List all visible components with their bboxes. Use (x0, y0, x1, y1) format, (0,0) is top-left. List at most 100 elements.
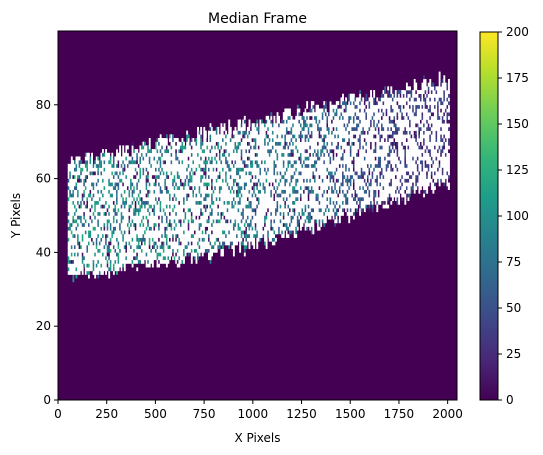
heatmap-cell (191, 256, 193, 260)
heatmap-cell (108, 271, 110, 275)
heatmap-cell (233, 245, 235, 249)
heatmap-cell (191, 260, 193, 264)
heatmap-cell (298, 112, 300, 116)
heatmap-cell (203, 127, 205, 131)
heatmap-cell (275, 234, 277, 238)
heatmap-cell (273, 241, 275, 245)
heatmap-cell (210, 260, 212, 264)
heatmap-cell (230, 127, 232, 131)
heatmap-cell (270, 120, 272, 124)
heatmap-cell (244, 116, 246, 120)
heatmap-cell (182, 138, 184, 142)
heatmap-cell (82, 267, 84, 271)
heatmap-cell (297, 223, 299, 227)
heatmap-cell (244, 249, 246, 253)
heatmap-cell (177, 138, 179, 142)
heatmap-cell (80, 160, 82, 164)
heatmap-cell (172, 134, 174, 138)
heatmap-cell (122, 149, 124, 153)
heatmap-cell (291, 230, 293, 234)
heatmap-cell (277, 112, 279, 116)
heatmap-cell (295, 234, 297, 238)
heatmap-cell (295, 230, 297, 234)
heatmap-cell (185, 252, 187, 256)
heatmap-cell (230, 131, 232, 135)
heatmap-cell (236, 241, 238, 245)
heatmap-cell (278, 116, 280, 120)
heatmap-cell (91, 160, 93, 164)
heatmap-cell (186, 131, 188, 135)
heatmap-cell (124, 263, 126, 267)
heatmap-cell (249, 123, 251, 127)
heatmap-cell (88, 153, 90, 157)
heatmap-cell (116, 271, 118, 275)
heatmap-cell (202, 252, 204, 256)
heatmap-cell (132, 263, 134, 267)
heatmap-cell (297, 105, 299, 109)
heatmap-cell (224, 123, 226, 127)
heatmap-cell (266, 238, 268, 242)
heatmap-cell (244, 123, 246, 127)
heatmap-cell (88, 275, 90, 279)
heatmap-cell (188, 138, 190, 142)
heatmap-cell (149, 138, 151, 142)
heatmap-cell (113, 271, 115, 275)
heatmap-cell (108, 153, 110, 157)
heatmap-cell (217, 127, 219, 131)
heatmap-cell (256, 120, 258, 124)
heatmap-cell (220, 123, 222, 127)
heatmap-cell (239, 249, 241, 253)
heatmap-cell (79, 156, 81, 160)
heatmap-cell (183, 142, 185, 146)
heatmap-cell (291, 116, 293, 120)
heatmap-cell (297, 227, 299, 231)
heatmap-cell (132, 142, 134, 146)
heatmap-cell (259, 238, 261, 242)
heatmap-cell (72, 275, 74, 279)
heatmap-cell (72, 278, 74, 282)
heatmap-cell (166, 263, 168, 267)
heatmap-cell (82, 271, 84, 275)
heatmap-cell (228, 245, 230, 249)
heatmap-cell (132, 145, 134, 149)
heatmap-cell (178, 263, 180, 267)
heatmap-cell (244, 120, 246, 124)
heatmap-cell (275, 238, 277, 242)
heatmap-cell (136, 149, 138, 153)
heatmap-cell (118, 267, 120, 271)
heatmap-cell (102, 271, 104, 275)
heatmap-cell (200, 134, 202, 138)
heatmap-cell (79, 271, 81, 275)
chart-title: Median Frame (208, 11, 307, 27)
heatmap-cell (88, 271, 90, 275)
heatmap-cell (197, 127, 199, 131)
heatmap-cell (91, 156, 93, 160)
heatmap-cell (253, 245, 255, 249)
heatmap-cell (249, 120, 251, 124)
heatmap-cell (183, 256, 185, 260)
heatmap-cell (283, 230, 285, 234)
heatmap-cell (199, 252, 201, 256)
heatmap-cell (228, 120, 230, 124)
heatmap-image (58, 31, 457, 400)
heatmap-cell (245, 245, 247, 249)
heatmap-cell (289, 108, 291, 112)
heatmap-cell (205, 131, 207, 135)
heatmap-cell (149, 142, 151, 146)
heatmap-cell (266, 245, 268, 249)
heatmap-cell (144, 142, 146, 146)
heatmap-cell (136, 267, 138, 271)
heatmap-cell (143, 260, 145, 264)
heatmap-cell (105, 149, 107, 153)
heatmap-cell (169, 256, 171, 260)
heatmap-cell (256, 245, 258, 249)
heatmap-cell (102, 149, 104, 153)
heatmap-cell (288, 234, 290, 238)
heatmap-cell (127, 145, 129, 149)
heatmap-cell (298, 108, 300, 112)
heatmap-cell (200, 138, 202, 142)
heatmap-cell (213, 127, 215, 131)
heatmap-cell (119, 145, 121, 149)
heatmap-cell (91, 153, 93, 157)
